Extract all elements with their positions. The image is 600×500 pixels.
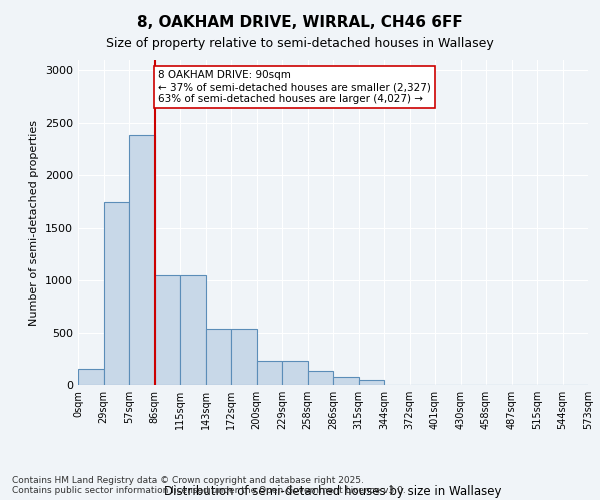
Text: Contains HM Land Registry data © Crown copyright and database right 2025.
Contai: Contains HM Land Registry data © Crown c… [12, 476, 406, 495]
Bar [205, 330, 231, 385]
Bar [257, 361, 282, 385]
Bar [78, 370, 104, 385]
Bar [333, 376, 359, 385]
Bar [129, 136, 155, 385]
Bar [231, 330, 257, 385]
Bar [155, 275, 180, 385]
Text: 8, OAKHAM DRIVE, WIRRAL, CH46 6FF: 8, OAKHAM DRIVE, WIRRAL, CH46 6FF [137, 15, 463, 30]
Bar [282, 361, 308, 385]
Bar [104, 202, 129, 385]
Bar [359, 380, 384, 385]
Text: 8 OAKHAM DRIVE: 90sqm
← 37% of semi-detached houses are smaller (2,327)
63% of s: 8 OAKHAM DRIVE: 90sqm ← 37% of semi-deta… [158, 70, 431, 104]
X-axis label: Distribution of semi-detached houses by size in Wallasey: Distribution of semi-detached houses by … [164, 485, 502, 498]
Bar [308, 372, 333, 385]
Text: Size of property relative to semi-detached houses in Wallasey: Size of property relative to semi-detach… [106, 38, 494, 51]
Bar [180, 275, 205, 385]
Y-axis label: Number of semi-detached properties: Number of semi-detached properties [29, 120, 40, 326]
